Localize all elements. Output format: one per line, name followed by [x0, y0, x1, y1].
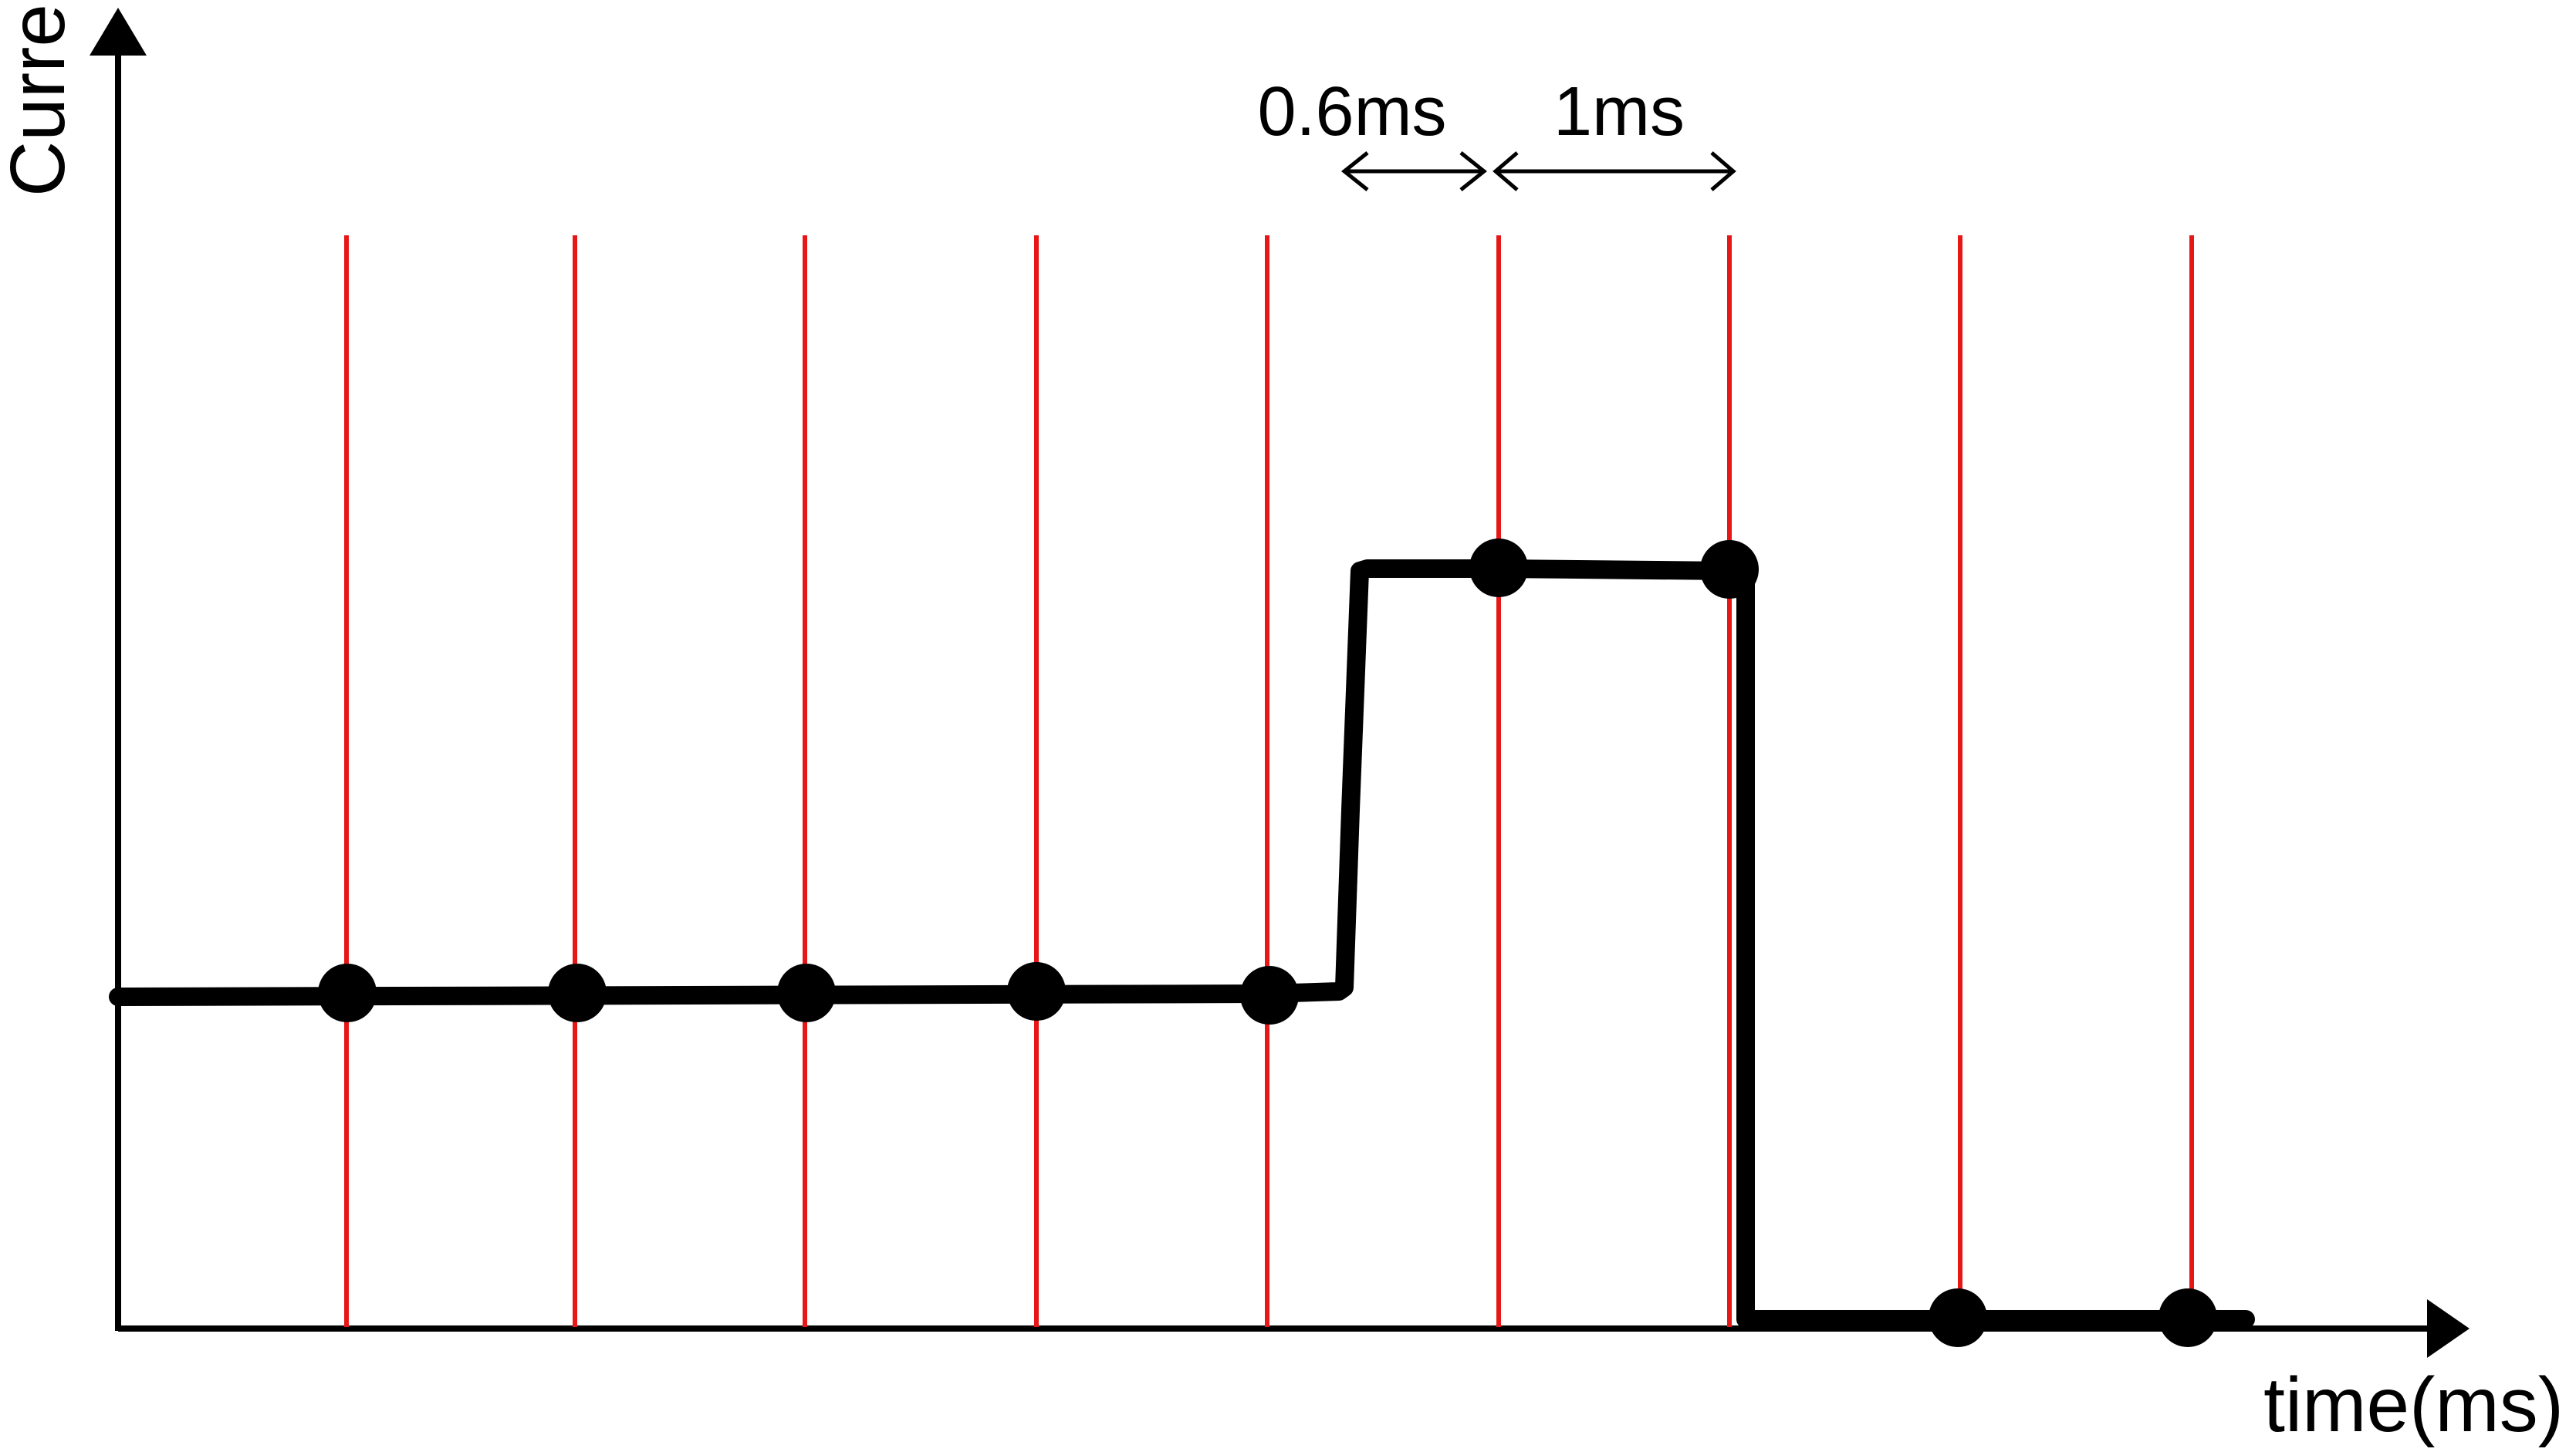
interval-short-arrowhead-right [1459, 151, 1488, 191]
interval-short-label: 0.6ms [1257, 73, 1446, 150]
interval-long-arrowhead-right [1710, 151, 1736, 191]
sample-point-4 [1007, 962, 1066, 1021]
sample-point-1 [318, 964, 377, 1022]
axes [90, 8, 2470, 1358]
x-axis-arrowhead [2427, 1299, 2470, 1358]
sample-point-9 [2158, 1288, 2217, 1347]
interval-short-arrowhead-left [1340, 151, 1369, 191]
interval-long-label: 1ms [1553, 73, 1685, 150]
x-axis-label: time(ms) [2263, 1362, 2564, 1448]
y-axis-label: Current(A) [0, 0, 81, 197]
interval-long-arrowhead-left [1493, 151, 1519, 191]
y-axis-arrowhead [90, 8, 147, 56]
sample-point-7 [1700, 540, 1759, 599]
interval-arrows [1340, 151, 1736, 191]
sample-point-5 [1240, 966, 1299, 1025]
sample-lines [344, 235, 2194, 1327]
sample-point-6 [1469, 539, 1528, 597]
sample-points [318, 539, 2217, 1347]
current-waveform [109, 559, 2255, 1329]
sample-point-3 [777, 964, 836, 1022]
sample-point-8 [1929, 1288, 1987, 1347]
sample-point-2 [548, 964, 607, 1022]
